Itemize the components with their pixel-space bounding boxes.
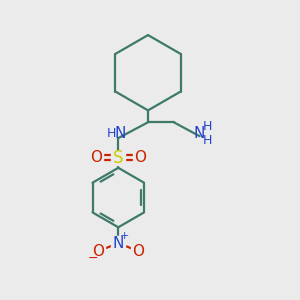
Bar	[131, 244, 145, 258]
Bar	[111, 236, 125, 250]
Text: O: O	[91, 150, 103, 165]
Text: H: H	[107, 127, 116, 140]
Bar	[90, 151, 104, 165]
Text: N: N	[194, 126, 205, 141]
Text: H: H	[203, 134, 212, 147]
Text: O: O	[132, 244, 144, 259]
Bar	[92, 244, 105, 258]
Text: −: −	[87, 251, 98, 265]
Text: N: N	[112, 236, 124, 250]
Text: +: +	[120, 231, 129, 241]
Bar	[133, 151, 147, 165]
Text: S: S	[113, 149, 124, 167]
Text: H: H	[203, 120, 212, 133]
Bar	[111, 151, 125, 165]
Text: N: N	[115, 126, 126, 141]
Text: O: O	[92, 244, 104, 259]
Text: O: O	[134, 150, 146, 165]
